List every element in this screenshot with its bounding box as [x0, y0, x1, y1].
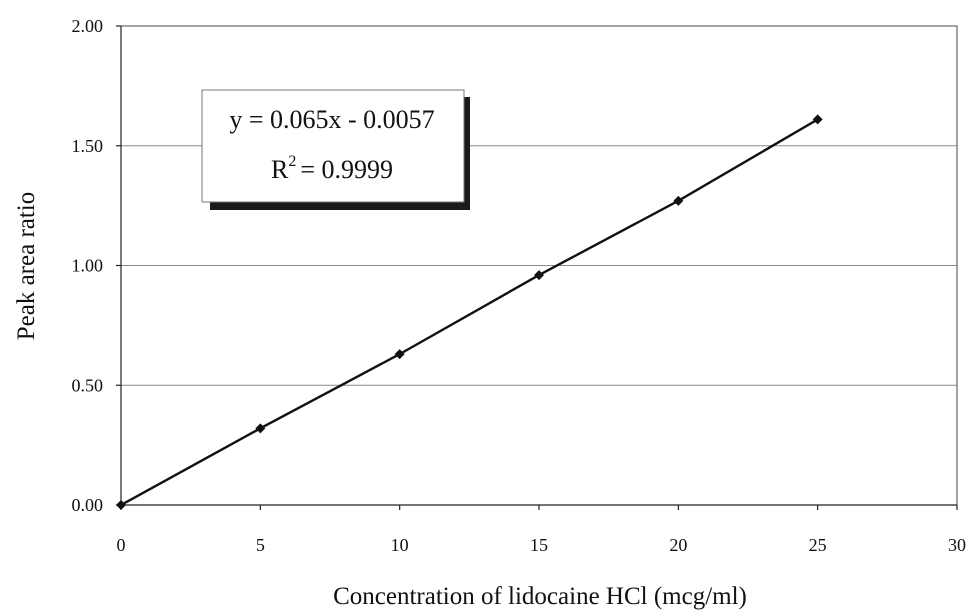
data-point-5 — [812, 114, 823, 125]
equation-box-background — [201, 89, 465, 203]
y-tick-label-2: 1.00 — [72, 256, 104, 276]
r-squared-label: R2 = 0.9999 — [271, 153, 393, 184]
x-tick-label-2: 10 — [391, 535, 409, 555]
r-squared-exponent: 2 — [288, 153, 296, 170]
y-axis-title: Peak area ratio — [13, 192, 40, 341]
y-tick-label-3: 1.50 — [72, 136, 104, 156]
data-point-1 — [255, 423, 266, 434]
data-point-0 — [116, 500, 126, 510]
data-point-2 — [394, 349, 405, 360]
r-squared-value: = 0.9999 — [300, 155, 393, 184]
equation-box: y = 0.065x - 0.0057 R2 = 0.9999 — [201, 89, 470, 210]
y-tick-label-1: 0.50 — [72, 375, 104, 395]
y-tick-labels: 0.00 0.50 1.00 1.50 2.00 — [72, 16, 104, 515]
y-tick-label-0: 0.00 — [72, 495, 104, 515]
x-tick-label-5: 25 — [809, 535, 827, 555]
x-axis-title: Concentration of lidocaine HCl (mcg/ml) — [333, 583, 747, 610]
series-line-0 — [120, 118, 819, 507]
y-tick-label-4: 2.00 — [72, 16, 104, 36]
data-point-4 — [673, 195, 684, 206]
r-squared-prefix: R — [271, 155, 289, 184]
x-tick-label-1: 5 — [256, 535, 265, 555]
trendline-equation: y = 0.065x - 0.0057 — [229, 105, 434, 134]
x-tick-label-3: 15 — [530, 535, 548, 555]
x-tick-label-0: 0 — [117, 535, 126, 555]
series — [116, 114, 823, 510]
axes — [116, 25, 958, 510]
x-tick-labels: 0 5 10 15 20 25 30 — [117, 535, 967, 555]
x-tick-label-4: 20 — [669, 535, 687, 555]
data-point-3 — [534, 270, 544, 281]
x-tick-label-6: 30 — [948, 535, 966, 555]
